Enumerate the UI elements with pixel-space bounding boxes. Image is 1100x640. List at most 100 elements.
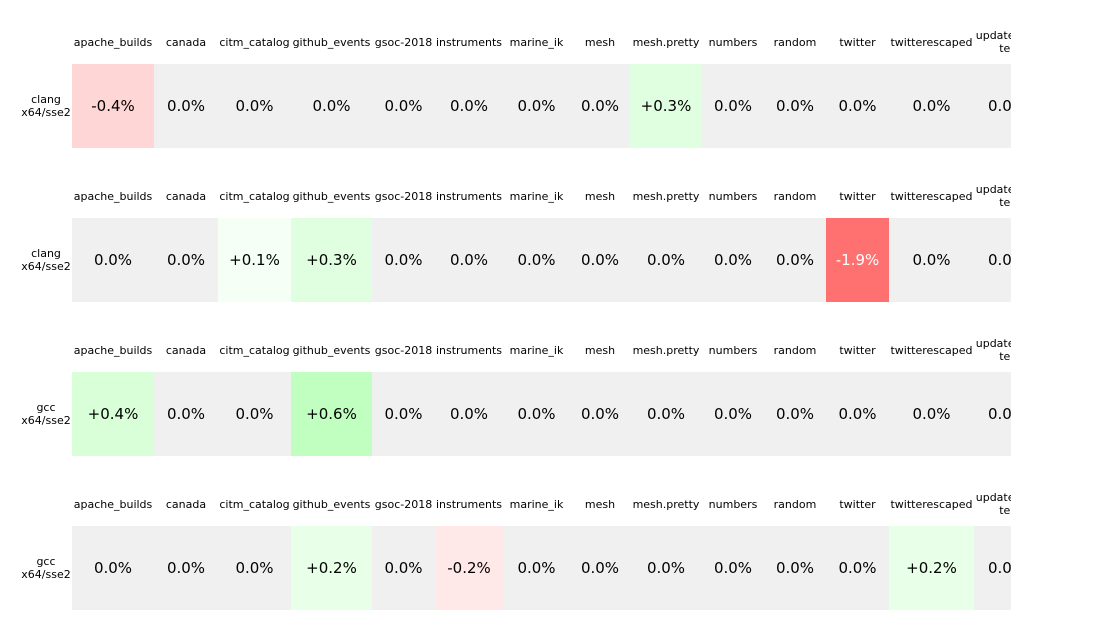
column-header: canada bbox=[165, 497, 207, 511]
delta-cell: 0.0% bbox=[630, 372, 702, 456]
column-header: update-center bbox=[975, 29, 1011, 55]
column-header: github_events bbox=[292, 189, 371, 203]
row-label: clang x64/sse2 bbox=[14, 64, 78, 148]
column-header: mesh.pretty bbox=[632, 343, 700, 357]
column-header: github_events bbox=[292, 35, 371, 49]
delta-cell: 0.0% bbox=[974, 372, 1011, 456]
row-label: gcc x64/sse2 bbox=[14, 526, 78, 610]
delta-cell: 0.0% bbox=[154, 372, 218, 456]
column-header: twitter bbox=[839, 35, 876, 49]
delta-cell: 0.0% bbox=[570, 372, 630, 456]
delta-cell: 0.0% bbox=[218, 526, 291, 610]
delta-cell: 0.0% bbox=[974, 64, 1011, 148]
column-header: gsoc-2018 bbox=[374, 35, 433, 49]
delta-cell: 0.0% bbox=[570, 526, 630, 610]
column-header: apache_builds bbox=[73, 35, 153, 49]
row-label-line: x64/sse2 bbox=[21, 568, 71, 581]
delta-cell: 0.0% bbox=[826, 372, 889, 456]
delta-cell: 0.0% bbox=[570, 64, 630, 148]
delta-cell: 0.0% bbox=[889, 372, 974, 456]
delta-cell: 0.0% bbox=[889, 218, 974, 302]
delta-cell: 0.0% bbox=[435, 372, 503, 456]
column-header: update-center bbox=[975, 183, 1011, 209]
delta-cell: 0.0% bbox=[503, 372, 570, 456]
column-header: mesh bbox=[584, 35, 616, 49]
column-header: numbers bbox=[708, 189, 758, 203]
delta-cell: 0.0% bbox=[503, 218, 570, 302]
column-header: instruments bbox=[435, 35, 503, 49]
delta-cell: 0.0% bbox=[291, 64, 372, 148]
column-header: marine_ik bbox=[509, 189, 564, 203]
row-label-line: x64/sse2 bbox=[21, 106, 71, 119]
delta-cell: 0.0% bbox=[372, 372, 435, 456]
column-header: citm_catalog bbox=[219, 497, 290, 511]
column-header: gsoc-2018 bbox=[374, 189, 433, 203]
delta-cell: -1.9% bbox=[826, 218, 889, 302]
delta-cell: 0.0% bbox=[764, 218, 826, 302]
column-header: instruments bbox=[435, 189, 503, 203]
delta-cell: 0.0% bbox=[218, 64, 291, 148]
column-header: gsoc-2018 bbox=[374, 343, 433, 357]
delta-cell: 0.0% bbox=[372, 218, 435, 302]
delta-cell: 0.0% bbox=[974, 218, 1011, 302]
column-header: twitterescaped bbox=[890, 343, 973, 357]
delta-cell: -0.2% bbox=[435, 526, 503, 610]
column-header: mesh bbox=[584, 343, 616, 357]
delta-cell: 0.0% bbox=[702, 64, 764, 148]
delta-cell: 0.0% bbox=[702, 526, 764, 610]
delta-cell: +0.2% bbox=[291, 526, 372, 610]
delta-cell: 0.0% bbox=[889, 64, 974, 148]
column-header: twitterescaped bbox=[890, 189, 973, 203]
column-header: canada bbox=[165, 343, 207, 357]
row-label-line: x64/sse2 bbox=[21, 414, 71, 427]
column-header: marine_ik bbox=[509, 343, 564, 357]
column-header: marine_ik bbox=[509, 35, 564, 49]
row-label-line: clang bbox=[31, 247, 61, 260]
delta-cell: 0.0% bbox=[764, 372, 826, 456]
column-header: numbers bbox=[708, 497, 758, 511]
column-header: twitter bbox=[839, 189, 876, 203]
delta-cell: 0.0% bbox=[503, 526, 570, 610]
column-header: mesh bbox=[584, 189, 616, 203]
delta-cell: +0.4% bbox=[72, 372, 154, 456]
column-header: mesh.pretty bbox=[632, 497, 700, 511]
delta-cell: +0.1% bbox=[218, 218, 291, 302]
column-header: numbers bbox=[708, 343, 758, 357]
row-label-line: clang bbox=[31, 93, 61, 106]
column-header: canada bbox=[165, 35, 207, 49]
delta-cell: 0.0% bbox=[764, 64, 826, 148]
delta-cell: +0.6% bbox=[291, 372, 372, 456]
delta-cell: 0.0% bbox=[630, 218, 702, 302]
column-header: mesh bbox=[584, 497, 616, 511]
delta-cell: 0.0% bbox=[826, 64, 889, 148]
delta-cell: 0.0% bbox=[630, 526, 702, 610]
column-header: twitterescaped bbox=[890, 35, 973, 49]
delta-cell: -0.4% bbox=[72, 64, 154, 148]
delta-cell: 0.0% bbox=[503, 64, 570, 148]
column-header: github_events bbox=[292, 497, 371, 511]
delta-cell: +0.2% bbox=[889, 526, 974, 610]
delta-cell: +0.3% bbox=[291, 218, 372, 302]
delta-cell: 0.0% bbox=[702, 372, 764, 456]
column-header: random bbox=[773, 343, 817, 357]
column-header: mesh.pretty bbox=[632, 189, 700, 203]
row-label: gcc x64/sse2 bbox=[14, 372, 78, 456]
delta-cell: 0.0% bbox=[372, 526, 435, 610]
delta-cell: 0.0% bbox=[974, 526, 1011, 610]
row-label-line: gcc bbox=[36, 555, 56, 568]
column-header: random bbox=[773, 497, 817, 511]
grid-area: apache_builds -0.4% canada 0.0% citm_catalog… bbox=[14, 29, 1011, 610]
delta-cell: 0.0% bbox=[435, 218, 503, 302]
row-label: clang x64/sse2 bbox=[14, 218, 78, 302]
delta-cell: 0.0% bbox=[154, 64, 218, 148]
delta-cell: +0.3% bbox=[630, 64, 702, 148]
column-header: update-center bbox=[975, 337, 1011, 363]
row-label-line: x64/sse2 bbox=[21, 260, 71, 273]
delta-cell: 0.0% bbox=[154, 526, 218, 610]
column-header: twitterescaped bbox=[890, 497, 973, 511]
column-header: gsoc-2018 bbox=[374, 497, 433, 511]
column-header: mesh.pretty bbox=[632, 35, 700, 49]
delta-cell: 0.0% bbox=[826, 526, 889, 610]
column-header: citm_catalog bbox=[219, 35, 290, 49]
